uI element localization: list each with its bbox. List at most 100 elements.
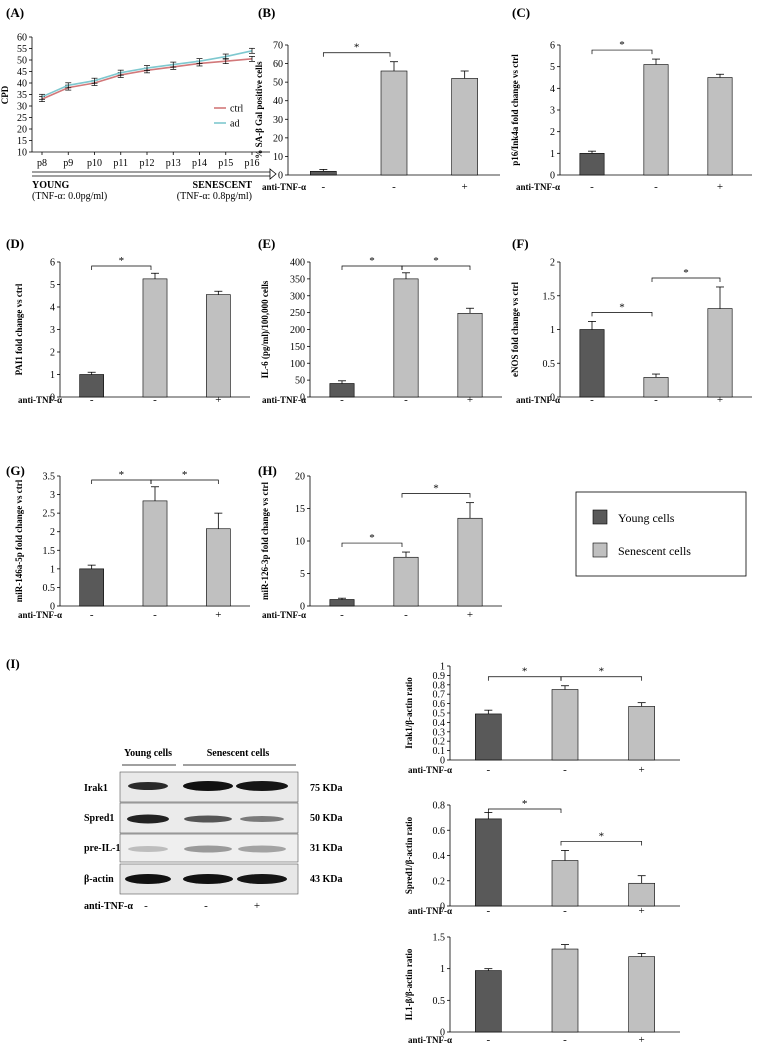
significance-bracket xyxy=(591,49,653,55)
treatment-mark: - xyxy=(321,181,325,193)
bar xyxy=(551,948,579,1033)
significance-bracket xyxy=(591,312,653,317)
blot-band xyxy=(237,874,287,884)
bar xyxy=(579,329,605,398)
y-tick-label: 0.8 xyxy=(433,801,446,812)
y-tick-label: 2 xyxy=(550,127,555,138)
treatment-label: anti-TNF-α xyxy=(516,395,560,405)
y-axis-label: eNOS fold change vs ctrl xyxy=(510,282,520,377)
bar xyxy=(475,713,502,761)
chart-i2: 0 0.2 0.4 0.6 0.8 Spred1/β-actin ratio * * anti-… xyxy=(404,798,680,917)
chart-h: 0 5 10 15 20 miR-126-3p fold change vs ctrl * *… xyxy=(260,472,502,621)
y-tick-label: 1.5 xyxy=(543,291,556,302)
significance-mark: * xyxy=(433,255,439,267)
y-tick-label: 70 xyxy=(273,41,283,52)
significance-mark: * xyxy=(599,666,605,678)
y-tick-label: 15 xyxy=(17,136,27,147)
y-tick-label: 40 xyxy=(273,96,283,107)
y-tick-label: 2 xyxy=(50,527,55,538)
significance-mark: * xyxy=(683,267,689,279)
significance-mark: * xyxy=(522,666,528,678)
blot-row-name-pre-il1b: pre-IL-1β xyxy=(84,843,126,854)
bar xyxy=(142,278,168,398)
bar xyxy=(206,294,231,398)
treatment-label: anti-TNF-α xyxy=(18,395,62,405)
panel-label-d: (D) xyxy=(6,236,24,251)
bar xyxy=(707,308,733,398)
x-tick-label: p12 xyxy=(140,158,155,169)
y-tick-label: 0.6 xyxy=(433,699,446,710)
bar xyxy=(707,77,733,176)
series-line-ctrl xyxy=(41,58,253,100)
blot-band xyxy=(183,781,233,791)
y-tick-label: 20 xyxy=(273,133,283,144)
significance-mark: * xyxy=(522,798,528,810)
y-axis-label: p16/Ink4a fold change vs ctrl xyxy=(510,54,520,166)
blot-row-name-irak1: Irak1 xyxy=(84,783,108,794)
y-tick-label: 1 xyxy=(550,149,555,160)
y-tick-label: 0 xyxy=(550,171,555,182)
blot-row-size-pre-il1b: 31 KDa xyxy=(310,843,343,854)
bar xyxy=(643,64,669,176)
treatment-mark: - xyxy=(340,609,344,621)
treatment-label: anti-TNF-α xyxy=(408,765,452,775)
significance-bracket xyxy=(487,808,562,813)
x-tick-label: p8 xyxy=(37,158,47,169)
y-tick-label: 5 xyxy=(50,280,55,291)
y-tick-label: 0 xyxy=(550,393,555,404)
western-blot: Young cells Senescent cells Irak1 75 KDa… xyxy=(84,748,343,912)
y-tick-label: 400 xyxy=(290,258,305,269)
bar xyxy=(393,278,419,398)
y-tick-label: 3 xyxy=(50,490,55,501)
y-tick-label: 250 xyxy=(290,308,305,319)
x-tick-label: p11 xyxy=(113,158,128,169)
series-line-ad xyxy=(41,50,253,98)
y-tick-label: 5 xyxy=(300,569,305,580)
blot-row-size-b-actin: 43 KDa xyxy=(310,874,343,885)
y-tick-label: 3.5 xyxy=(43,472,56,483)
blot-band xyxy=(128,846,168,852)
y-tick-label: 10 xyxy=(17,148,27,159)
significance-mark: * xyxy=(433,483,439,495)
y-tick-label: 300 xyxy=(290,291,305,302)
y-tick-label: 0 xyxy=(300,393,305,404)
growth-arrow xyxy=(32,168,277,180)
blot-band xyxy=(184,815,232,823)
blot-mark: - xyxy=(144,900,148,912)
y-tick-label: 150 xyxy=(290,342,305,353)
treatment-label: anti-TNF-α xyxy=(262,182,306,192)
significance-mark: * xyxy=(119,469,125,481)
y-tick-label: 0 xyxy=(278,171,283,182)
y-tick-label: 2.5 xyxy=(43,509,56,520)
y-tick-label: 0.4 xyxy=(433,851,446,862)
bar xyxy=(457,517,483,607)
treatment-label: anti-TNF-α xyxy=(408,906,452,916)
x-tick-label: p15 xyxy=(218,158,233,169)
y-tick-label: 350 xyxy=(290,274,305,285)
significance-mark: * xyxy=(182,469,188,481)
treatment-mark: - xyxy=(486,905,490,917)
y-tick-label: 30 xyxy=(17,102,27,113)
treatment-mark: - xyxy=(153,609,157,621)
treatment-mark: - xyxy=(654,394,658,406)
y-tick-label: 6 xyxy=(550,41,555,52)
y-axis-label: Spred1/β-actin ratio xyxy=(404,816,414,894)
significance-bracket xyxy=(651,277,721,282)
significance-bracket xyxy=(150,479,219,484)
y-tick-label: 0.5 xyxy=(543,359,556,370)
bar xyxy=(310,170,337,176)
significance-mark: * xyxy=(354,42,360,54)
treatment-mark: - xyxy=(563,764,567,776)
y-tick-label: 40 xyxy=(17,79,27,90)
blot-row-size-spred1: 50 KDa xyxy=(310,813,343,824)
y-axis-label: IL-6 (pg/ml)/100,000 cells xyxy=(260,280,270,378)
bar xyxy=(628,706,655,761)
y-tick-label: 1 xyxy=(440,662,445,673)
y-tick-label: 25 xyxy=(17,113,27,124)
y-tick-label: 20 xyxy=(295,472,305,483)
panel-label-h: (H) xyxy=(258,463,277,478)
y-tick-label: 5 xyxy=(550,62,555,73)
y-tick-label: 0.1 xyxy=(433,746,446,757)
